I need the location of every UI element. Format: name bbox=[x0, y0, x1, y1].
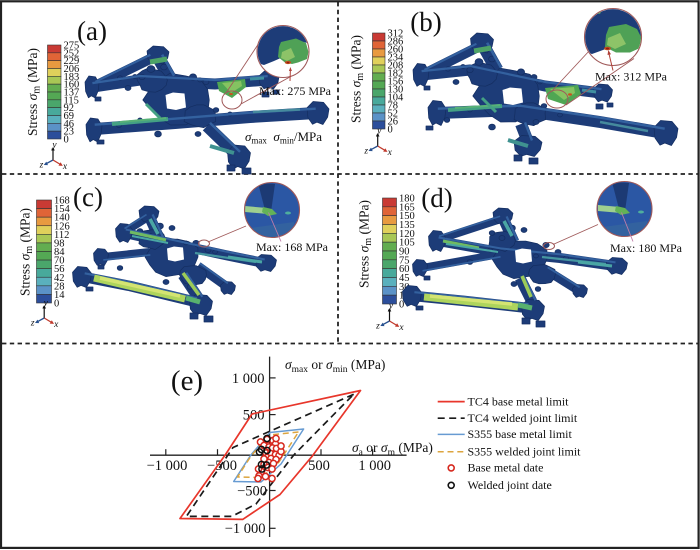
svg-text:z: z bbox=[30, 319, 35, 329]
svg-text:183: 183 bbox=[64, 72, 80, 83]
svg-text:98: 98 bbox=[54, 239, 65, 250]
svg-text:229: 229 bbox=[64, 56, 80, 67]
svg-text:60: 60 bbox=[399, 264, 410, 275]
svg-text:69: 69 bbox=[64, 111, 75, 122]
svg-text:y: y bbox=[43, 299, 49, 309]
svg-text:z: z bbox=[363, 147, 368, 157]
svg-text:105: 105 bbox=[399, 238, 415, 249]
svg-text:Stress σm (MPa): Stress σm (MPa) bbox=[18, 208, 36, 296]
svg-text:S355 welded joint limit: S355 welded joint limit bbox=[468, 445, 582, 459]
svg-text:130: 130 bbox=[388, 85, 404, 96]
svg-text:−1 000: −1 000 bbox=[147, 458, 188, 474]
svg-text:x: x bbox=[53, 320, 59, 330]
svg-text:208: 208 bbox=[388, 61, 404, 72]
svg-text:112: 112 bbox=[54, 230, 69, 241]
svg-text:x: x bbox=[62, 162, 68, 172]
svg-text:y: y bbox=[388, 302, 394, 312]
svg-text:234: 234 bbox=[388, 53, 405, 64]
svg-text:y: y bbox=[376, 127, 382, 137]
svg-text:78: 78 bbox=[388, 101, 399, 112]
svg-text:252: 252 bbox=[64, 48, 80, 59]
svg-text:Max: 180 MPa: Max: 180 MPa bbox=[610, 241, 683, 255]
svg-text:0: 0 bbox=[64, 135, 69, 146]
svg-text:x: x bbox=[398, 323, 404, 333]
svg-text:z: z bbox=[39, 161, 44, 171]
svg-text:75: 75 bbox=[399, 255, 410, 266]
svg-text:(c): (c) bbox=[73, 182, 103, 212]
svg-text:Max: 275 MPa: Max: 275 MPa bbox=[259, 84, 332, 98]
svg-text:0: 0 bbox=[388, 125, 393, 136]
svg-text:Base metal date: Base metal date bbox=[468, 461, 544, 475]
svg-text:312: 312 bbox=[388, 29, 404, 40]
svg-text:500: 500 bbox=[308, 458, 330, 474]
svg-text:90: 90 bbox=[399, 247, 410, 258]
svg-text:(a): (a) bbox=[77, 16, 107, 46]
svg-text:56: 56 bbox=[54, 264, 65, 275]
svg-text:S355 base metal limit: S355 base metal limit bbox=[468, 427, 573, 441]
svg-text:52: 52 bbox=[388, 109, 399, 120]
svg-text:Stress σm (MPa): Stress σm (MPa) bbox=[349, 35, 367, 123]
svg-text:Stress σm (MPa): Stress σm (MPa) bbox=[357, 200, 375, 288]
svg-text:23: 23 bbox=[64, 127, 75, 138]
svg-text:150: 150 bbox=[399, 211, 415, 222]
svg-text:26: 26 bbox=[388, 117, 399, 128]
svg-text:30: 30 bbox=[399, 282, 410, 293]
svg-text:156: 156 bbox=[388, 77, 404, 88]
svg-text:70: 70 bbox=[54, 256, 65, 267]
svg-text:135: 135 bbox=[399, 220, 415, 231]
svg-text:−500: −500 bbox=[237, 483, 267, 499]
svg-text:Welded joint date: Welded joint date bbox=[468, 478, 552, 492]
svg-text:160: 160 bbox=[64, 80, 80, 91]
svg-text:0: 0 bbox=[54, 299, 59, 310]
svg-text:154: 154 bbox=[54, 204, 71, 215]
svg-text:1 000: 1 000 bbox=[232, 371, 265, 387]
svg-text:165: 165 bbox=[399, 202, 415, 213]
svg-text:z: z bbox=[375, 322, 380, 332]
svg-text:46: 46 bbox=[64, 119, 75, 130]
svg-text:120: 120 bbox=[399, 229, 415, 240]
svg-text:104: 104 bbox=[388, 93, 405, 104]
svg-text:1 000: 1 000 bbox=[358, 458, 391, 474]
svg-text:σmax σmin/MPa: σmax σmin/MPa bbox=[245, 129, 322, 146]
svg-text:206: 206 bbox=[64, 64, 80, 75]
svg-text:14: 14 bbox=[54, 290, 65, 301]
svg-text:(e): (e) bbox=[171, 365, 203, 397]
svg-text:TC4 base metal limit: TC4 base metal limit bbox=[468, 394, 570, 408]
svg-text:σa or σm (MPa): σa or σm (MPa) bbox=[352, 440, 433, 458]
svg-text:(d): (d) bbox=[421, 183, 452, 213]
svg-text:286: 286 bbox=[388, 37, 404, 48]
svg-text:182: 182 bbox=[388, 69, 404, 80]
svg-text:115: 115 bbox=[64, 95, 79, 106]
svg-text:σmax or σmin (MPa): σmax or σmin (MPa) bbox=[285, 357, 385, 375]
svg-text:92: 92 bbox=[64, 103, 75, 114]
svg-text:45: 45 bbox=[399, 273, 410, 284]
svg-text:−1 000: −1 000 bbox=[225, 521, 266, 537]
svg-text:0: 0 bbox=[399, 300, 404, 311]
svg-text:84: 84 bbox=[54, 247, 65, 258]
svg-text:x: x bbox=[387, 148, 393, 158]
svg-text:42: 42 bbox=[54, 273, 65, 284]
svg-text:260: 260 bbox=[388, 45, 404, 56]
svg-text:Stress σm (MPa): Stress σm (MPa) bbox=[25, 48, 43, 136]
svg-text:y: y bbox=[51, 141, 57, 151]
svg-text:(b): (b) bbox=[410, 7, 441, 37]
svg-text:137: 137 bbox=[64, 88, 80, 99]
svg-text:275: 275 bbox=[64, 41, 80, 52]
svg-text:500: 500 bbox=[243, 408, 265, 424]
svg-text:Max: 168 MPa: Max: 168 MPa bbox=[256, 240, 329, 254]
svg-text:168: 168 bbox=[54, 196, 70, 207]
svg-text:28: 28 bbox=[54, 281, 65, 292]
svg-text:TC4 welded joint limit: TC4 welded joint limit bbox=[468, 411, 578, 425]
svg-text:Max: 312 MPa: Max: 312 MPa bbox=[595, 70, 668, 84]
svg-text:180: 180 bbox=[399, 194, 415, 205]
svg-text:126: 126 bbox=[54, 221, 70, 232]
svg-text:140: 140 bbox=[54, 213, 70, 224]
